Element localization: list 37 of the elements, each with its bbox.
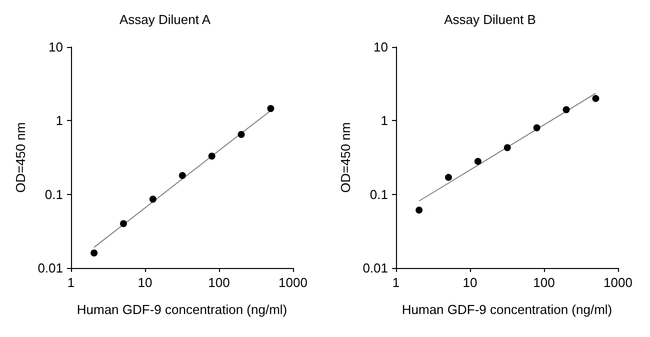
y-axis-title: OD=450 nm xyxy=(12,122,28,193)
y-tick-label: 0.01 xyxy=(38,260,63,276)
chart-title: Assay Diluent B xyxy=(444,12,536,27)
y-tick-label: 0.1 xyxy=(370,186,388,202)
x-tick-label: 1 xyxy=(67,275,75,290)
y-tick-label: 1 xyxy=(56,113,63,128)
x-tick-label: 100 xyxy=(208,275,230,290)
point xyxy=(267,105,274,112)
y-tick-label: 1 xyxy=(380,113,388,128)
x-axis-title: Human GDF-9 concentration (ng/ml) xyxy=(76,302,288,317)
line-series xyxy=(418,92,596,202)
point xyxy=(504,144,511,152)
x-axis-title: Human GDF-9 concentration (ng/ml) xyxy=(402,302,612,317)
point xyxy=(238,130,245,138)
point xyxy=(562,106,570,114)
point xyxy=(178,172,186,180)
point xyxy=(120,220,127,228)
y-tick-label: 10 xyxy=(48,40,63,54)
chart-title: Assay Diluent A xyxy=(119,12,211,27)
y-tick-label: 10 xyxy=(374,40,388,54)
x-tick-label: 1 xyxy=(392,275,400,290)
y-tick-label: 0.1 xyxy=(44,186,63,202)
point xyxy=(208,152,216,160)
point xyxy=(533,124,540,132)
y-axis-title: OD=450 nm xyxy=(338,122,353,193)
point xyxy=(90,249,98,256)
x-tick-label: 10 xyxy=(138,275,152,290)
point xyxy=(444,174,452,181)
x-tick-label: 100 xyxy=(533,275,555,290)
point xyxy=(149,196,156,203)
x-tick-label: 1000 xyxy=(604,275,632,290)
point xyxy=(474,158,482,165)
x-tick-label: 1000 xyxy=(278,275,308,290)
point xyxy=(592,94,600,102)
x-tick-label: 10 xyxy=(462,275,478,290)
y-tick-label: 0.01 xyxy=(362,260,388,276)
point xyxy=(416,206,423,214)
